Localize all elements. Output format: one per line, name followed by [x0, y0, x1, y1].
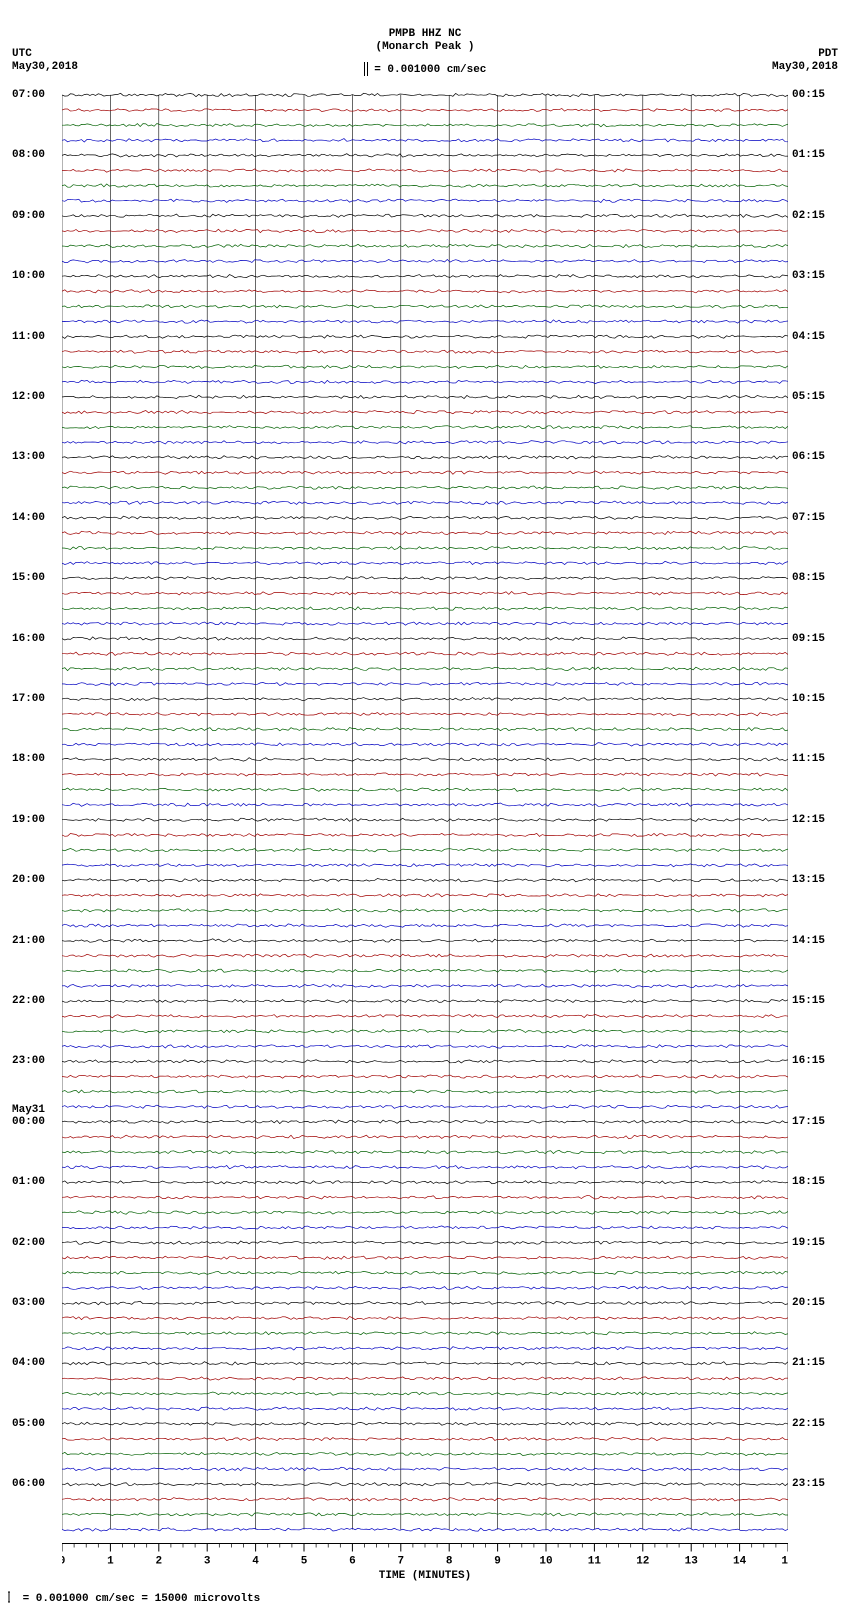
station-name: (Monarch Peak ) [0, 41, 850, 54]
svg-text:3: 3 [204, 1556, 211, 1568]
svg-text:4: 4 [252, 1556, 259, 1568]
svg-text:6: 6 [349, 1556, 356, 1568]
pdt-hour-label: 22:15 [792, 1418, 838, 1430]
pdt-hour-label: 04:15 [792, 331, 838, 343]
pdt-hour-label: 08:15 [792, 572, 838, 584]
pdt-hour-label: 01:15 [792, 149, 838, 161]
footer-text: = 0.001000 cm/sec = 15000 microvolts [23, 1593, 261, 1605]
svg-text:2: 2 [155, 1556, 162, 1568]
svg-text:0: 0 [62, 1556, 65, 1568]
utc-hour-label: 02:00 [12, 1237, 58, 1249]
utc-hour-label: 17:00 [12, 693, 58, 705]
pdt-hour-label: 06:15 [792, 451, 838, 463]
footer: = 0.001000 cm/sec = 15000 microvolts [8, 1591, 260, 1605]
utc-hour-label: 05:00 [12, 1418, 58, 1430]
tz-right-label: PDT [818, 48, 838, 60]
utc-hour-label: 23:00 [12, 1055, 58, 1067]
svg-text:5: 5 [301, 1556, 308, 1568]
pdt-hour-label: 21:15 [792, 1357, 838, 1369]
utc-hour-label: 13:00 [12, 451, 58, 463]
pdt-hour-label: 07:15 [792, 512, 838, 524]
utc-hour-label: 14:00 [12, 512, 58, 524]
svg-text:12: 12 [636, 1556, 649, 1568]
svg-text:14: 14 [733, 1556, 747, 1568]
helicorder-plot: 0123456789101112131415 TIME (MINUTES) 07… [62, 90, 788, 1540]
pdt-hour-label: 03:15 [792, 270, 838, 282]
utc-hour-label: 15:00 [12, 572, 58, 584]
pdt-hour-label: 00:15 [792, 89, 838, 101]
utc-hour-label: 16:00 [12, 633, 58, 645]
pdt-hour-label: 02:15 [792, 210, 838, 222]
pdt-hour-label: 19:15 [792, 1237, 838, 1249]
date-left-label: May30,2018 [12, 61, 78, 73]
pdt-hour-label: 17:15 [792, 1116, 838, 1128]
date-right-label: May30,2018 [772, 61, 838, 73]
svg-text:7: 7 [397, 1556, 404, 1568]
svg-text:15: 15 [781, 1556, 788, 1568]
pdt-hour-label: 15:15 [792, 995, 838, 1007]
utc-hour-label: 19:00 [12, 814, 58, 826]
pdt-hour-label: 09:15 [792, 633, 838, 645]
tz-left-label: UTC [12, 48, 32, 60]
svg-text:10: 10 [539, 1556, 552, 1568]
utc-hour-label: 00:00 [12, 1116, 58, 1128]
utc-hour-label: 21:00 [12, 935, 58, 947]
x-axis-label: TIME (MINUTES) [62, 1570, 788, 1582]
utc-hour-label: 07:00 [12, 89, 58, 101]
station-code: PMPB HHZ NC [0, 28, 850, 41]
utc-hour-label: 04:00 [12, 1357, 58, 1369]
svg-text:8: 8 [446, 1556, 453, 1568]
next-day-label: May31 [12, 1104, 45, 1116]
utc-hour-label: 12:00 [12, 391, 58, 403]
utc-hour-label: 11:00 [12, 331, 58, 343]
pdt-hour-label: 12:15 [792, 814, 838, 826]
pdt-hour-label: 10:15 [792, 693, 838, 705]
utc-hour-label: 06:00 [12, 1478, 58, 1490]
pdt-hour-label: 11:15 [792, 753, 838, 765]
utc-hour-label: 01:00 [12, 1176, 58, 1188]
utc-hour-label: 09:00 [12, 210, 58, 222]
utc-hour-label: 08:00 [12, 149, 58, 161]
pdt-hour-label: 23:15 [792, 1478, 838, 1490]
svg-text:11: 11 [588, 1556, 602, 1568]
svg-text:13: 13 [685, 1556, 699, 1568]
scale-indicator: = 0.001000 cm/sec [0, 62, 850, 76]
helicorder-svg: 0123456789101112131415 [62, 90, 788, 1600]
utc-hour-label: 10:00 [12, 270, 58, 282]
footer-scale-bar-icon [8, 1591, 16, 1605]
scale-bar-icon [364, 62, 368, 76]
svg-text:9: 9 [494, 1556, 501, 1568]
container: PMPB HHZ NC (Monarch Peak ) = 0.001000 c… [0, 0, 850, 1613]
pdt-hour-label: 14:15 [792, 935, 838, 947]
header: PMPB HHZ NC (Monarch Peak ) [0, 28, 850, 54]
pdt-hour-label: 20:15 [792, 1297, 838, 1309]
utc-hour-label: 03:00 [12, 1297, 58, 1309]
pdt-hour-label: 16:15 [792, 1055, 838, 1067]
svg-text:1: 1 [107, 1556, 114, 1568]
scale-label: = 0.001000 cm/sec [374, 64, 486, 76]
pdt-hour-label: 18:15 [792, 1176, 838, 1188]
utc-hour-label: 18:00 [12, 753, 58, 765]
utc-hour-label: 20:00 [12, 874, 58, 886]
utc-hour-label: 22:00 [12, 995, 58, 1007]
pdt-hour-label: 05:15 [792, 391, 838, 403]
pdt-hour-label: 13:15 [792, 874, 838, 886]
